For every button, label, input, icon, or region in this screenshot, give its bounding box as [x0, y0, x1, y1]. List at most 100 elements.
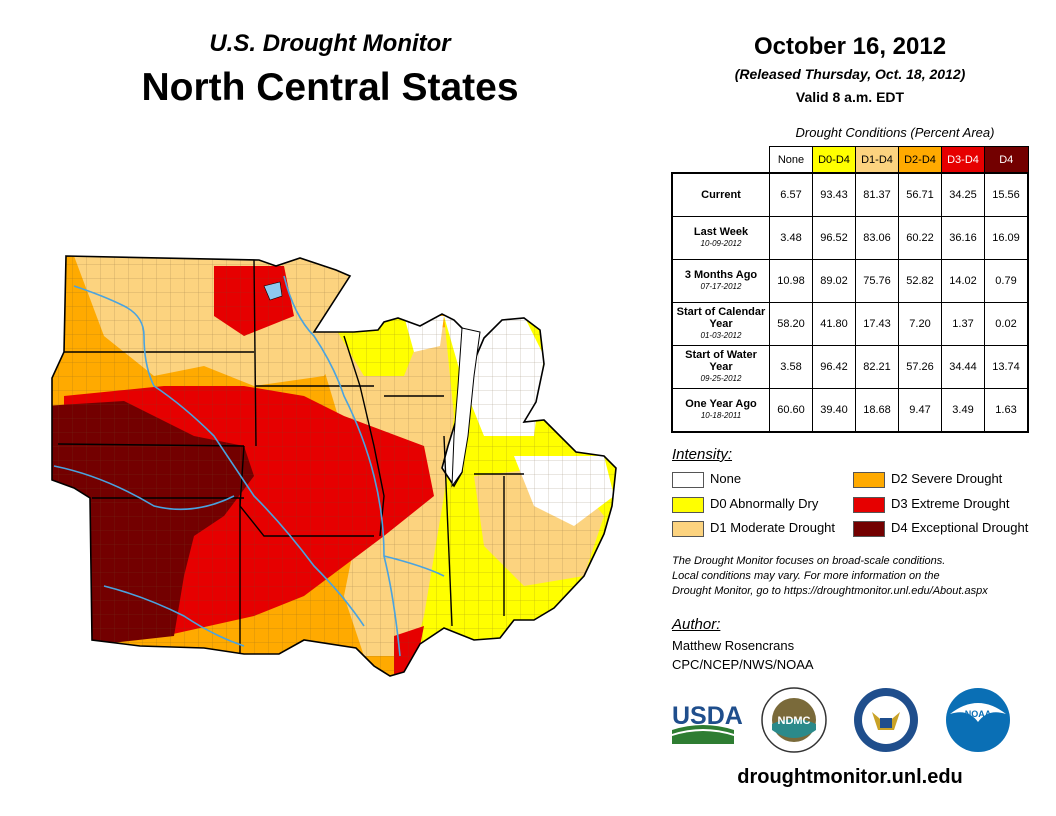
- row-label: One Year Ago 10-18-2011: [671, 388, 770, 433]
- border-dakotas-mn: [253, 259, 257, 447]
- table-row: 3 Months Ago 07-17-2012 10.98 89.02 75.76 52.…: [671, 259, 1029, 303]
- table-cell: 75.76: [855, 259, 899, 303]
- row-label: Current: [671, 172, 770, 217]
- legend-label: D0 Abnormally Dry: [710, 496, 819, 511]
- row-label-date: 10-18-2011: [700, 411, 742, 420]
- column-header-d3-d4: D3-D4: [941, 146, 985, 174]
- ohio-river: [383, 555, 445, 577]
- legend-item-d1: D1 Moderate Drought: [672, 519, 835, 537]
- table-row: Start of Water Year 09-25-2012 3.58 96.42 82…: [671, 345, 1029, 389]
- table-cell: 0.79: [984, 259, 1029, 303]
- table-cell: 96.52: [812, 216, 856, 260]
- table-cell: 7.20: [898, 302, 942, 346]
- author-heading: Author:: [672, 616, 721, 633]
- usda-swoosh-icon: [672, 725, 734, 734]
- ndmc-logo[interactable]: NDMC: [761, 687, 827, 753]
- border-ia-mo: [239, 445, 374, 537]
- legend-swatch-none: [672, 471, 704, 488]
- legend-title: Intensity:: [672, 446, 733, 463]
- border-il-in: [443, 435, 453, 627]
- legend-swatch-d2: [853, 471, 885, 488]
- usda-logo[interactable]: USDA: [672, 702, 743, 744]
- row-label: Start of Calendar Year 01-03-2012: [671, 302, 770, 346]
- table-cell: 93.43: [812, 172, 856, 217]
- mississippi-river: [283, 275, 401, 657]
- author-name: Matthew Rosencrans: [672, 638, 795, 653]
- table-cell: 16.09: [984, 216, 1029, 260]
- region-outline: [51, 255, 617, 677]
- ndmc-logo-text: NDMC: [778, 715, 811, 727]
- column-header-d0-d4: D0-D4: [812, 146, 856, 174]
- table-cell: 34.44: [941, 345, 985, 389]
- noaa-logo-text: NOAA: [965, 709, 992, 719]
- table-row: Current 6.57 93.43 81.37 56.71 34.25 15.56: [671, 172, 1029, 217]
- row-label-text: 3 Months Ago: [684, 269, 758, 281]
- legend-item-d4: D4 Exceptional Drought: [853, 519, 1028, 537]
- table-cell: 89.02: [812, 259, 856, 303]
- table-cell: 9.47: [898, 388, 942, 433]
- table-cell: 60.60: [769, 388, 813, 433]
- ndmc-wave-icon: [772, 719, 816, 738]
- legend-label: D2 Severe Drought: [891, 471, 1003, 486]
- table-cell: 6.57: [769, 172, 813, 217]
- legend-item-d3: D3 Extreme Drought: [853, 495, 1010, 513]
- legend-item-none: None: [672, 470, 741, 488]
- legend-item-d2: D2 Severe Drought: [853, 470, 1002, 488]
- legend-label: D1 Moderate Drought: [710, 520, 836, 535]
- rivers: [53, 275, 445, 657]
- table-row: One Year Ago 10-18-2011 60.60 39.40 18.68 9.4…: [671, 388, 1029, 433]
- platte-river: [53, 465, 235, 511]
- commerce-seal-logo[interactable]: [854, 688, 918, 752]
- row-label-text: Start of Calendar Year: [676, 306, 766, 330]
- column-header-none: None: [769, 146, 813, 174]
- noaa-gull-icon: [950, 703, 1006, 722]
- row-label-date: 09-25-2012: [700, 374, 742, 383]
- table-cell: 13.74: [984, 345, 1029, 389]
- row-label-date: 10-09-2012: [700, 239, 742, 248]
- legend-label: D3 Extreme Drought: [891, 496, 1010, 511]
- legend-label: D4 Exceptional Drought: [891, 520, 1029, 535]
- table-cell: 18.68: [855, 388, 899, 433]
- shield-icon: [880, 718, 892, 728]
- row-label: Last Week 10-09-2012: [671, 216, 770, 260]
- row-label-text: Start of Water Year: [685, 349, 757, 373]
- table-corner: [672, 147, 770, 174]
- drought-conditions-table: None D0-D4 D1-D4 D2-D4 D3-D4 D4 Current 6…: [671, 146, 1029, 433]
- website-url[interactable]: droughtmonitor.unl.edu: [737, 766, 963, 788]
- border-mississippi: [343, 335, 385, 537]
- table-header-row: None D0-D4 D1-D4 D2-D4 D3-D4 D4: [672, 146, 1029, 174]
- eagle-icon: [872, 712, 900, 730]
- row-label-text: One Year Ago: [685, 398, 757, 410]
- row-label: 3 Months Ago 07-17-2012: [671, 259, 770, 303]
- agency-logos: USDA NDMC NOAA: [672, 687, 1010, 753]
- table-cell: 3.58: [769, 345, 813, 389]
- usda-field-icon: [672, 731, 734, 744]
- lake-red-lake: [263, 281, 283, 301]
- table-cell: 1.63: [984, 388, 1029, 433]
- legend-label: None: [710, 471, 742, 486]
- table-cell: 1.37: [941, 302, 985, 346]
- table-cell: 10.98: [769, 259, 813, 303]
- table-cell: 58.20: [769, 302, 813, 346]
- note-line: The Drought Monitor focuses on broad-sca…: [672, 555, 946, 567]
- table-cell: 14.02: [941, 259, 985, 303]
- drought-map: [51, 255, 617, 677]
- table-cell: 60.22: [898, 216, 942, 260]
- state-borders: [57, 259, 524, 654]
- table-cell: 0.02: [984, 302, 1029, 346]
- county-lines: [52, 256, 616, 676]
- table-cell: 56.71: [898, 172, 942, 217]
- table-cell: 3.49: [941, 388, 985, 433]
- table-row: Start of Calendar Year 01-03-2012 58.20 41.…: [671, 302, 1029, 346]
- note-line: Local conditions may vary. For more info…: [672, 570, 940, 582]
- table-cell: 39.40: [812, 388, 856, 433]
- valid-date: October 16, 2012: [753, 33, 947, 60]
- table-cell: 96.42: [812, 345, 856, 389]
- noaa-logo[interactable]: NOAA: [946, 688, 1010, 752]
- map-title: North Central States: [141, 66, 519, 109]
- table-caption: Drought Conditions (Percent Area): [795, 125, 995, 140]
- author-org: CPC/NCEP/NWS/NOAA: [672, 657, 814, 672]
- disclaimer-note: The Drought Monitor focuses on broad-sca…: [672, 554, 1042, 599]
- row-label-text: Last Week: [693, 226, 749, 238]
- legend-swatch-d1: [672, 520, 704, 537]
